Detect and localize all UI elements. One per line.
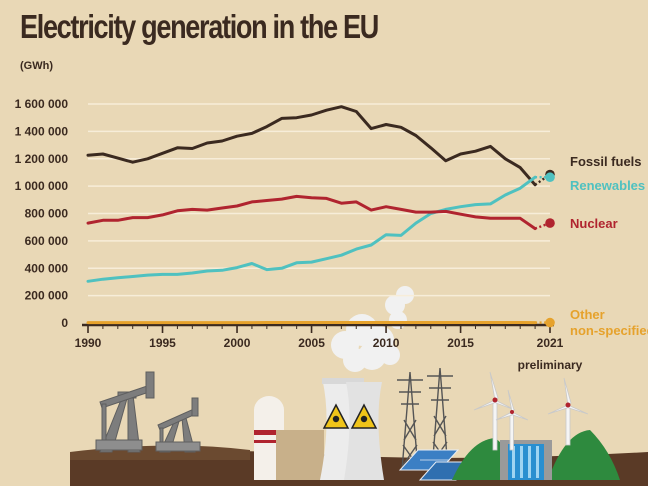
y-tick-label: 400 000 (25, 261, 69, 275)
wind-turbine-icon (473, 371, 589, 451)
y-tick-label: 1 000 000 (15, 179, 69, 193)
series-labels: Fossil fuels Renewables Nuclear Other non-sp… (570, 154, 648, 338)
radiation-warning-icon (322, 403, 378, 429)
series-label: Renewables (570, 178, 645, 193)
chart-title: Electricity generation in the EU (20, 8, 379, 45)
x-tick-label: 2000 (224, 336, 251, 350)
series-label-line: Other (570, 307, 605, 322)
x-axis: 1990 1995 2000 2005 2010 2015 2021 preliminary (75, 323, 583, 372)
energy-landscape-illustration (70, 286, 648, 486)
x-tick-label: 2010 (373, 336, 400, 350)
y-tick-label: 1 400 000 (15, 124, 69, 138)
preliminary-point (545, 172, 555, 183)
series-line (86, 194, 537, 231)
series-label-line: Renewables (570, 178, 645, 193)
y-tick-label: 0 (61, 316, 68, 330)
cooling-tower-icon (320, 378, 384, 480)
preliminary-point (545, 218, 555, 228)
series-label-line: Nuclear (570, 216, 618, 231)
x-tick-label: 1990 (75, 336, 102, 350)
y-axis: 0 200 000 400 000 600 000 800 000 1 000 000 1 … (15, 97, 69, 330)
series-label: Fossil fuels (570, 154, 642, 169)
series-label-line: non-specified (570, 323, 648, 338)
industrial-block (276, 430, 324, 480)
series-label: Nuclear (570, 216, 618, 231)
y-tick-label: 1 200 000 (15, 152, 69, 166)
y-tick-label: 200 000 (25, 289, 69, 303)
chart-series (86, 105, 555, 328)
series-label: Other non-specified (570, 307, 648, 338)
y-tick-label: 600 000 (25, 234, 69, 248)
green-hill (548, 430, 620, 480)
x-tick-label: 2021 (537, 336, 564, 350)
y-axis-unit: (GWh) (20, 60, 53, 72)
power-pylon-icon (397, 367, 453, 471)
oil-pump-jack-icon (95, 371, 155, 453)
y-tick-label: 1 600 000 (15, 97, 69, 111)
series-line (86, 105, 537, 187)
series-line (86, 175, 537, 283)
x-tick-label: 2005 (298, 336, 325, 350)
preliminary-point (545, 317, 555, 328)
x-tick-label: 1995 (149, 336, 176, 350)
y-tick-label: 800 000 (25, 207, 69, 221)
x-tick-label: 2015 (447, 336, 474, 350)
x-axis-note: preliminary (518, 358, 583, 372)
steam-cloud (331, 286, 414, 372)
oil-pump-jack-small-icon (155, 397, 201, 453)
chart-grid (88, 103, 550, 297)
series-label-line: Fossil fuels (570, 154, 642, 169)
hydro-dam-icon (500, 440, 552, 480)
